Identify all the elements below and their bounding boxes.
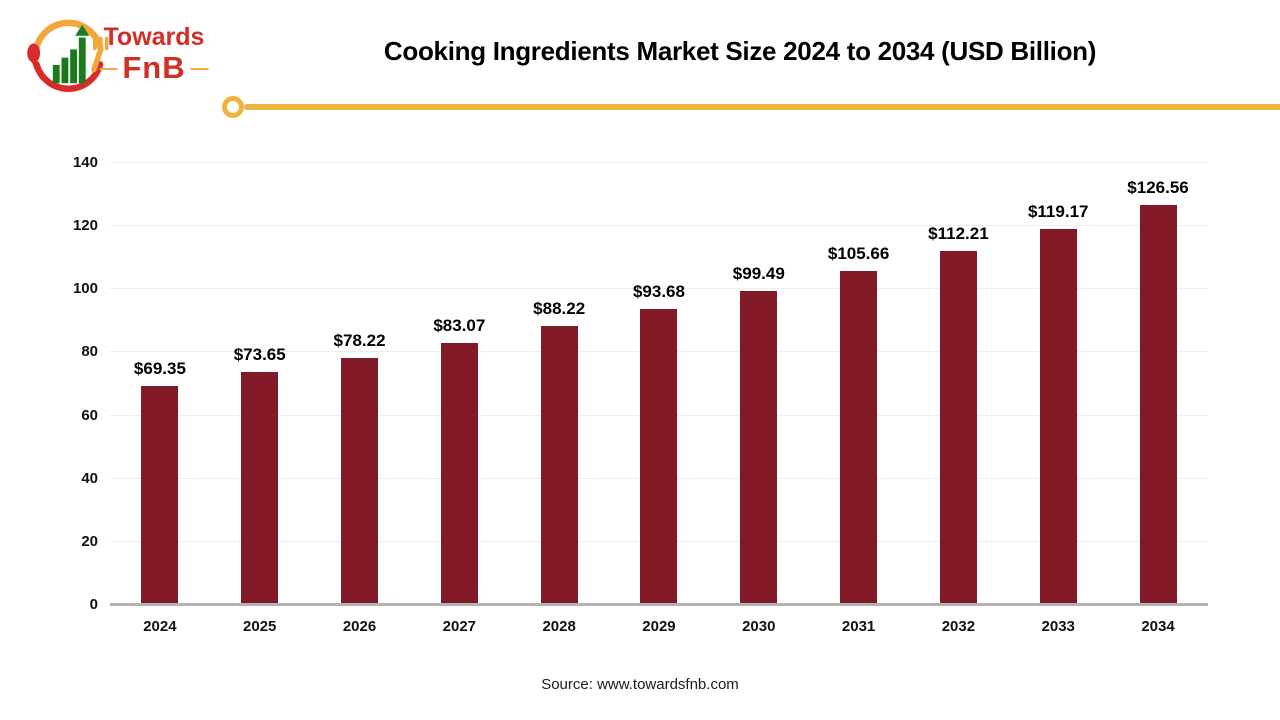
- x-tick-label-2027: 2027: [442, 618, 477, 635]
- x-tick-label-2034: 2034: [1141, 618, 1175, 635]
- brand-name-top: Towards: [103, 23, 205, 51]
- bar-2025: [241, 372, 279, 605]
- x-tick-label-2026: 2026: [342, 618, 377, 635]
- bar-2028: [540, 326, 578, 605]
- bar-column-2024: $69.35: [110, 163, 210, 605]
- bar-column-2031: $105.66: [809, 163, 909, 605]
- logo-text: Towards — FnB —: [94, 24, 214, 85]
- x-tick-label-2032: 2032: [941, 618, 976, 635]
- divider-ring-icon: [222, 96, 244, 118]
- bar-column-2026: $78.22: [310, 163, 410, 605]
- x-tick-label-2024: 2024: [143, 618, 177, 635]
- bar-value-label-2026: $78.22: [333, 331, 386, 351]
- y-tick-label: 40: [81, 469, 98, 487]
- growth-bars-icon: [52, 24, 90, 84]
- bar-column-2030: $99.49: [709, 163, 809, 605]
- brand-name-bottom: FnB: [122, 50, 186, 86]
- gridline: [110, 162, 1208, 163]
- bar-2033: [1039, 228, 1077, 605]
- bar-2026: [341, 358, 379, 605]
- chart-title: Cooking Ingredients Market Size 2024 to …: [383, 36, 1097, 66]
- y-tick-label: 20: [81, 532, 98, 550]
- bar-value-label-2025: $73.65: [233, 345, 286, 365]
- bar-2034: [1139, 205, 1177, 605]
- x-axis-labels: 2024 2025 2026 2027 2028 2029 2030 2031 2032 2033…: [110, 618, 1208, 635]
- bars: $69.35 $73.65 $78.22 $83.07 $88.22 $93.68 $99.…: [110, 163, 1208, 605]
- bar-value-label-2032: $112.21: [928, 223, 989, 243]
- bar-value-label-2033: $119.17: [1027, 201, 1089, 221]
- bar-2029: [640, 309, 678, 605]
- bar-2032: [939, 250, 977, 605]
- x-tick-label-2030: 2030: [742, 618, 776, 635]
- y-tick-label: 0: [89, 596, 98, 613]
- x-tick-label-2029: 2029: [642, 618, 676, 635]
- bar-column-2029: $93.68: [609, 163, 709, 605]
- towards-fnb-logo-icon: [27, 19, 109, 92]
- bar-column-2027: $83.07: [409, 163, 509, 605]
- bar-column-2025: $73.65: [210, 163, 310, 605]
- plot-area: $69.35 $73.65 $78.22 $83.07 $88.22 $93.68 $99.…: [110, 162, 1208, 606]
- bar-column-2032: $112.21: [909, 163, 1009, 605]
- y-tick-label: 100: [72, 280, 98, 298]
- x-axis-line: [110, 603, 1208, 606]
- bar-value-label-2030: $99.49: [732, 263, 785, 283]
- bar-value-label-2028: $88.22: [533, 299, 586, 319]
- y-tick-label: 140: [72, 154, 98, 171]
- x-tick-label-2033: 2033: [1041, 618, 1075, 635]
- bar-value-label-2029: $93.68: [632, 282, 685, 302]
- y-axis-labels: 0 20 40 60 80 100 120 140: [40, 154, 98, 613]
- source-text: Source: www.towardsfnb.com: [541, 676, 739, 693]
- bar-2024: [141, 386, 179, 605]
- brand-dash-right: —: [190, 58, 209, 79]
- x-tick-label-2031: 2031: [841, 618, 876, 635]
- spoon-icon: [27, 43, 41, 63]
- bar-value-label-2031: $105.66: [827, 244, 890, 264]
- gridline: [110, 288, 1208, 290]
- brand-dash-left: —: [99, 58, 118, 79]
- bar-column-2034: $126.56: [1108, 163, 1208, 605]
- bar-column-2028: $88.22: [509, 163, 609, 605]
- y-tick-label: 80: [81, 343, 98, 361]
- x-tick-label-2025: 2025: [243, 618, 277, 635]
- bar-2027: [440, 342, 478, 605]
- y-tick-label: 60: [81, 406, 98, 424]
- bar-value-label-2027: $83.07: [433, 315, 486, 335]
- bar-value-label-2034: $126.56: [1127, 178, 1189, 198]
- x-tick-label-2028: 2028: [542, 618, 576, 635]
- y-tick-label: 120: [72, 217, 98, 235]
- bar-column-2033: $119.17: [1008, 163, 1108, 605]
- gridline: [110, 225, 1208, 227]
- logo-arc-yellow: [33, 19, 104, 51]
- bar-value-label-2024: $69.35: [133, 359, 186, 379]
- bar-2031: [840, 271, 878, 605]
- bar-2030: [740, 290, 778, 605]
- fork-icon: [91, 36, 109, 73]
- divider-line: [244, 104, 1280, 110]
